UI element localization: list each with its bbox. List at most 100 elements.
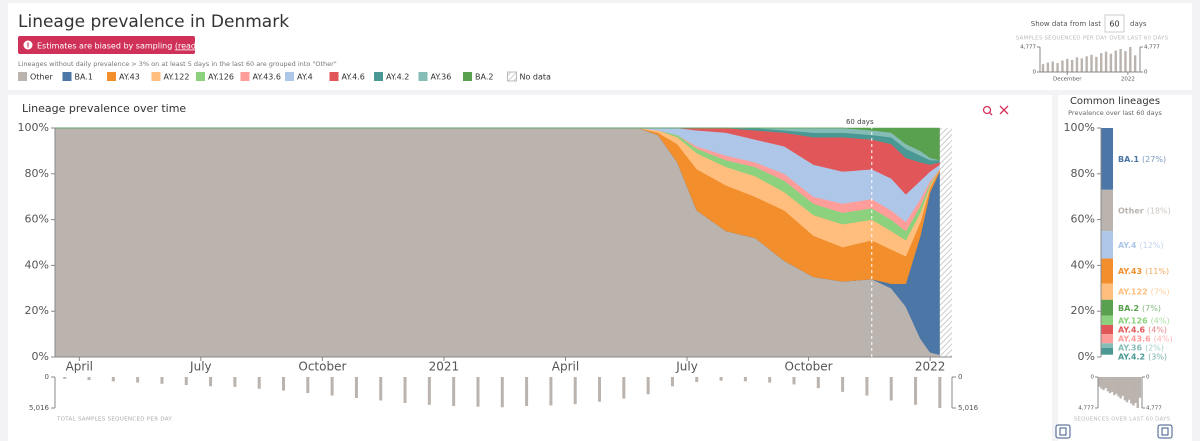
legend-label: No data [520, 73, 552, 82]
histogram-title: TOTAL SAMPLES SEQUENCED PER DAY [56, 417, 172, 423]
bar [1119, 48, 1122, 72]
legend-swatch [507, 71, 517, 82]
segment-name: AY.122 [1118, 287, 1148, 296]
bar-segment [1101, 334, 1113, 344]
y-tick-label: 4,777 [1020, 45, 1036, 51]
panel-title: Common lineages [1070, 96, 1160, 107]
copy-button[interactable] [1157, 424, 1173, 439]
header-panel [8, 3, 1192, 90]
bar [1104, 51, 1108, 72]
range-prefix: Show data from last [1031, 20, 1102, 28]
bar [500, 377, 504, 408]
segment-value: (3%) [1148, 352, 1167, 361]
zoom-in-button[interactable] [982, 105, 992, 115]
segment-value: (4%) [1148, 325, 1167, 334]
segment-label: AY.43.6 (4%) [1118, 334, 1173, 343]
bar [889, 377, 893, 401]
y-tick-label: 20% [1071, 304, 1095, 317]
legend-label: AY.122 [164, 73, 190, 82]
bar [1051, 61, 1054, 72]
legend-label: AY.4.6 [342, 73, 365, 82]
bar [670, 377, 674, 387]
x-tick-label: July [675, 360, 698, 374]
bar [1085, 56, 1088, 72]
segment-label: AY.126 (4%) [1118, 316, 1170, 325]
segment-label: AY.4.6 (4%) [1118, 325, 1167, 334]
bar [743, 377, 747, 382]
segment-value: (4%) [1151, 316, 1170, 325]
legend-label: AY.4.2 [386, 73, 409, 82]
bar [1110, 377, 1114, 392]
bar [719, 377, 723, 381]
segment-label: AY.4.2 (3%) [1118, 352, 1167, 361]
area [55, 127, 941, 161]
bar [160, 377, 164, 384]
segment-name: AY.4 [1118, 240, 1137, 249]
legend-swatch [151, 72, 161, 81]
bar [573, 377, 577, 405]
banner-icon [23, 40, 33, 50]
bar [938, 377, 942, 408]
bar-segment [1101, 189, 1113, 232]
bar [865, 377, 869, 396]
banner-icon-mark: ! [26, 42, 29, 50]
y-tick-label: 0 [1033, 70, 1037, 76]
copy-buttons [1055, 424, 1173, 439]
segment-label: AY.122 (7%) [1118, 287, 1170, 296]
bar [622, 377, 626, 399]
copy-button[interactable] [1055, 424, 1071, 439]
bar [1133, 55, 1137, 72]
legend-swatch [329, 72, 339, 81]
y2-tick-label: 5,016 [958, 404, 979, 412]
bar [841, 377, 845, 392]
panel-subtitle: Prevalence over last 60 days [1068, 109, 1162, 117]
y-tick-label: 4,777 [1078, 406, 1094, 412]
x-tick-label: 2022 [915, 360, 946, 374]
legend-label: AY.4 [297, 73, 313, 82]
bar [257, 377, 261, 389]
segment-name: AY.43 [1118, 267, 1142, 276]
bar [476, 377, 480, 407]
banner-box [18, 36, 195, 54]
bar [1104, 377, 1107, 389]
bar-segment [1101, 315, 1113, 325]
legend-label: AY.43.6 [253, 73, 281, 82]
reset-zoom-button[interactable] [999, 105, 1009, 115]
annotation-label: 60 days [846, 118, 874, 126]
bar [525, 377, 529, 407]
bar [282, 377, 286, 391]
segment-label: BA.1 (27%) [1118, 154, 1166, 163]
segment-value: (7%) [1151, 287, 1170, 296]
banner-link[interactable]: (read more) [175, 41, 223, 50]
bar-segment [1101, 231, 1113, 259]
y-tick-label: 0 [45, 373, 49, 381]
segment-name: Other [1118, 206, 1144, 215]
y2-tick-label: 4,777 [1146, 406, 1162, 412]
segment-name: AY.4.2 [1118, 352, 1145, 361]
bar [1046, 62, 1050, 72]
y-tick-label: 80% [25, 167, 49, 180]
legend-swatch [107, 72, 116, 81]
bar-segment [1101, 299, 1113, 316]
y2-tick-label: 0 [1146, 375, 1150, 381]
x-tick-label: 2021 [429, 360, 460, 374]
bar [1123, 377, 1127, 401]
segment-label: AY.43 (11%) [1118, 267, 1169, 276]
bar [598, 377, 602, 402]
histogram-title: SAMPLES SEQUENCED PER DAY OVER LAST 60 D… [1016, 36, 1169, 42]
bar [1095, 56, 1098, 72]
segment-name: AY.4.6 [1118, 325, 1146, 334]
bar [768, 377, 772, 383]
segment-name: BA.1 [1118, 154, 1139, 163]
legend-label: BA.1 [75, 73, 93, 82]
bar [1041, 64, 1045, 72]
bar-segment [1101, 343, 1113, 348]
range-input[interactable] [1104, 14, 1125, 33]
bar-segment [1101, 128, 1113, 190]
bar [136, 377, 140, 383]
bar-segment [1101, 283, 1113, 300]
bar [646, 377, 650, 395]
bar [1130, 377, 1133, 404]
y-tick-label: 40% [1071, 258, 1095, 271]
bar [63, 377, 67, 379]
